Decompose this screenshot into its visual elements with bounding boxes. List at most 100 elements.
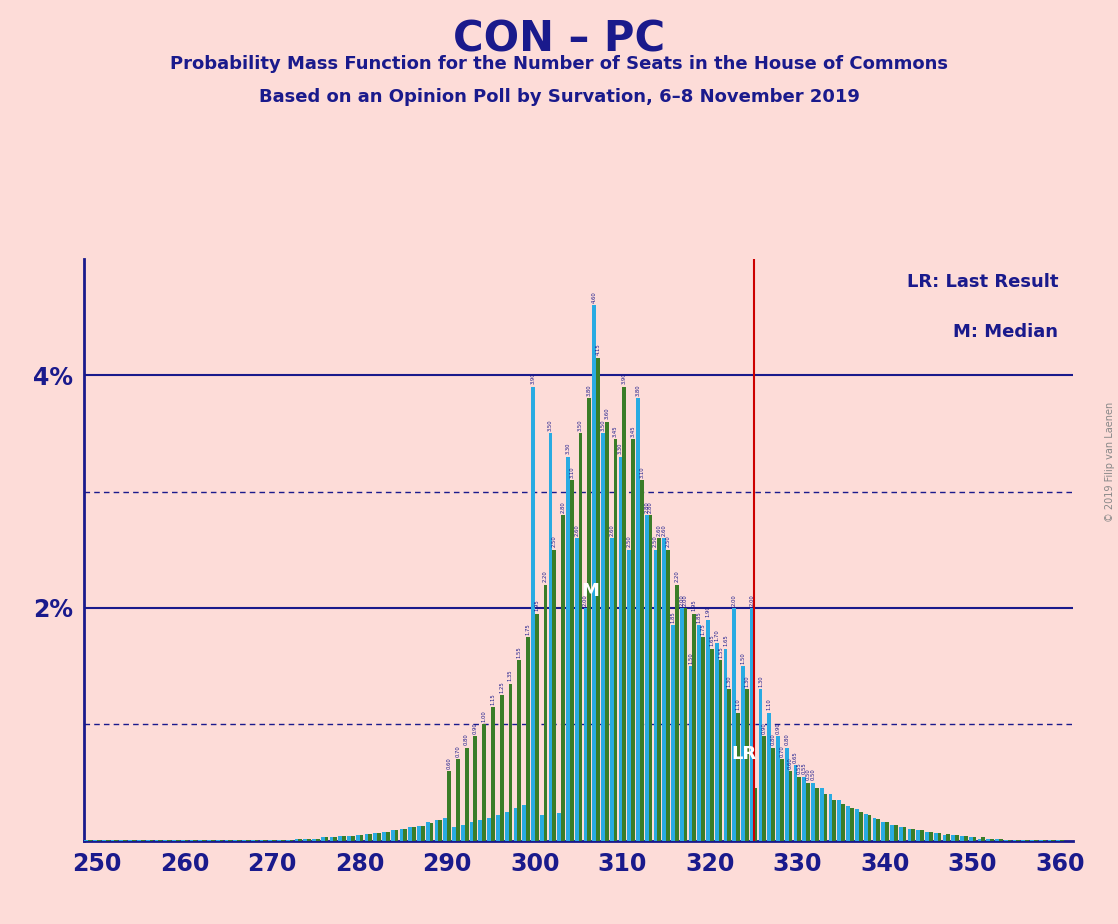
Bar xyxy=(272,840,276,841)
Text: 0.50: 0.50 xyxy=(811,769,816,780)
Bar xyxy=(339,836,342,841)
Bar xyxy=(1048,840,1051,841)
Bar xyxy=(925,832,929,841)
Bar xyxy=(1043,840,1046,841)
Bar xyxy=(824,795,827,841)
Bar xyxy=(833,800,836,841)
Text: 1.65: 1.65 xyxy=(723,635,728,647)
Bar xyxy=(145,840,150,841)
Bar xyxy=(190,840,193,841)
Bar xyxy=(111,840,114,841)
Bar xyxy=(198,840,202,841)
Text: 1.25: 1.25 xyxy=(499,681,504,693)
Text: 3.30: 3.30 xyxy=(618,443,623,455)
Bar xyxy=(369,833,372,841)
Bar xyxy=(662,538,666,841)
Text: 1.70: 1.70 xyxy=(714,629,719,640)
Bar xyxy=(281,840,285,841)
Text: 1.30: 1.30 xyxy=(727,675,732,687)
Bar xyxy=(303,838,307,841)
Bar xyxy=(264,840,267,841)
Bar xyxy=(543,585,548,841)
Bar xyxy=(184,840,188,841)
Bar xyxy=(929,832,932,841)
Bar xyxy=(754,788,758,841)
Text: 2.80: 2.80 xyxy=(644,501,650,513)
Bar xyxy=(1004,840,1007,841)
Bar xyxy=(234,840,237,841)
Bar xyxy=(421,826,425,841)
Bar xyxy=(435,820,438,841)
Bar xyxy=(102,840,106,841)
Bar xyxy=(636,398,639,841)
Text: 1.95: 1.95 xyxy=(534,600,539,612)
Bar xyxy=(872,818,877,841)
Text: 3.30: 3.30 xyxy=(566,443,570,455)
Bar xyxy=(850,808,854,841)
Bar xyxy=(745,689,749,841)
Text: 2.60: 2.60 xyxy=(609,524,614,536)
Text: 2.60: 2.60 xyxy=(662,524,666,536)
Text: 3.90: 3.90 xyxy=(530,372,536,384)
Bar xyxy=(969,837,973,841)
Text: 1.30: 1.30 xyxy=(745,675,749,687)
Bar xyxy=(324,837,329,841)
Text: 2.20: 2.20 xyxy=(543,571,548,582)
Bar xyxy=(255,840,258,841)
Bar xyxy=(259,840,264,841)
Bar xyxy=(120,840,123,841)
Text: 0.80: 0.80 xyxy=(785,734,789,746)
Bar xyxy=(654,550,657,841)
Text: 3.45: 3.45 xyxy=(631,425,635,437)
Bar xyxy=(557,813,561,841)
Bar xyxy=(890,824,893,841)
Bar xyxy=(470,822,474,841)
Text: 4.15: 4.15 xyxy=(596,344,600,356)
Bar xyxy=(710,649,713,841)
Text: 2.00: 2.00 xyxy=(749,594,755,605)
Bar xyxy=(219,840,224,841)
Bar xyxy=(342,836,345,841)
Bar xyxy=(788,771,793,841)
Bar xyxy=(386,832,390,841)
Bar xyxy=(917,831,920,841)
Bar xyxy=(881,822,885,841)
Bar xyxy=(518,661,521,841)
Bar xyxy=(812,783,815,841)
Text: 1.95: 1.95 xyxy=(692,600,697,612)
Text: 2.00: 2.00 xyxy=(683,594,688,605)
Bar xyxy=(609,538,614,841)
Text: 3.80: 3.80 xyxy=(587,384,591,396)
Bar xyxy=(946,833,950,841)
Bar xyxy=(982,837,985,841)
Bar xyxy=(1016,840,1020,841)
Bar xyxy=(299,838,302,841)
Bar xyxy=(395,831,398,841)
Bar xyxy=(408,827,413,841)
Bar xyxy=(552,550,556,841)
Bar xyxy=(513,808,518,841)
Bar xyxy=(657,538,661,841)
Bar xyxy=(360,835,363,841)
Bar xyxy=(356,835,360,841)
Bar xyxy=(736,712,740,841)
Bar xyxy=(522,805,527,841)
Bar xyxy=(618,456,623,841)
Bar xyxy=(1013,840,1016,841)
Bar xyxy=(859,812,862,841)
Bar xyxy=(1007,840,1012,841)
Text: 1.55: 1.55 xyxy=(517,646,522,658)
Bar xyxy=(575,538,579,841)
Bar xyxy=(531,387,534,841)
Text: 2.50: 2.50 xyxy=(551,536,557,547)
Bar xyxy=(846,806,850,841)
Bar xyxy=(167,840,171,841)
Text: 1.00: 1.00 xyxy=(482,711,486,722)
Bar xyxy=(797,777,802,841)
Bar xyxy=(864,814,868,841)
Bar xyxy=(1039,840,1043,841)
Bar xyxy=(237,840,240,841)
Text: © 2019 Filip van Laenen: © 2019 Filip van Laenen xyxy=(1106,402,1115,522)
Bar xyxy=(487,818,491,841)
Bar xyxy=(750,608,754,841)
